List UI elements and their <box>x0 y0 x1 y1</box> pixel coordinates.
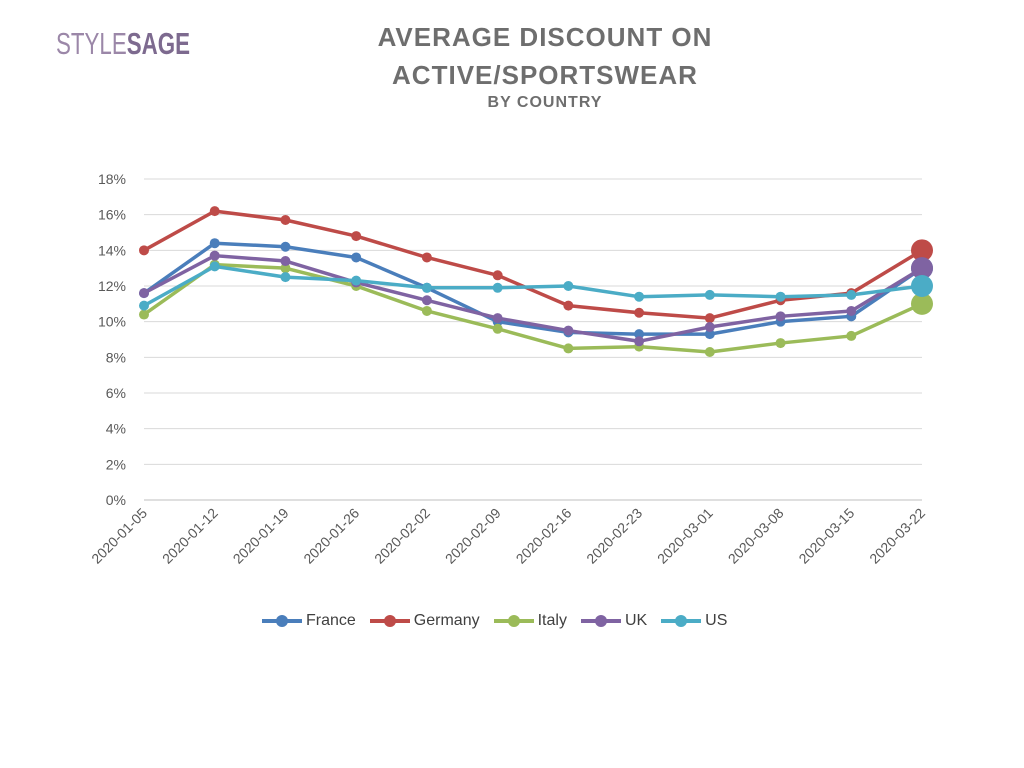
data-point-uk <box>634 336 645 347</box>
data-point-us <box>139 300 149 311</box>
series-line-uk <box>143 253 923 344</box>
legend-swatch <box>262 614 302 628</box>
logo-part-style: STYLE <box>56 26 127 61</box>
y-tick-label: 0% <box>106 492 126 508</box>
data-point-italy <box>846 330 857 341</box>
x-tick-label: 2020-01-05 <box>88 505 150 567</box>
data-point-uk <box>421 295 432 306</box>
data-point-france <box>209 238 220 249</box>
data-point-italy <box>704 346 715 357</box>
x-tick-label: 2020-02-02 <box>371 505 433 567</box>
chart-subtitle: BY COUNTRY <box>487 94 603 111</box>
x-tick-label: 2020-03-01 <box>654 505 716 567</box>
x-tick-label: 2020-03-15 <box>795 505 857 567</box>
legend-swatch <box>369 614 410 628</box>
data-point-france <box>280 241 291 252</box>
data-point-italy <box>139 309 149 320</box>
legend-item-france: France <box>262 612 356 630</box>
y-tick-label: 2% <box>106 456 126 472</box>
series-line-france <box>142 241 923 336</box>
series-line-us <box>143 264 923 308</box>
x-tick-label: 2020-01-26 <box>300 505 362 567</box>
legend-label: US <box>705 612 728 629</box>
data-point-italy <box>280 263 291 274</box>
data-point-italy <box>911 292 933 315</box>
data-point-uk <box>492 313 503 324</box>
chart-title-line2: ACTIVE/SPORTSWEAR <box>392 60 698 90</box>
data-point-france <box>704 329 715 340</box>
data-point-us <box>775 291 786 302</box>
data-point-italy <box>492 323 503 334</box>
x-tick-label: 2020-01-12 <box>159 505 221 567</box>
legend-swatch <box>661 614 702 628</box>
x-tick-label: 2020-02-09 <box>442 505 504 567</box>
data-point-germany <box>563 300 574 311</box>
data-point-uk <box>209 250 220 261</box>
data-point-germany <box>492 270 503 281</box>
data-point-germany <box>634 307 645 318</box>
data-point-germany <box>280 215 291 226</box>
series-line-germany <box>143 209 923 320</box>
legend-label: Italy <box>537 612 567 629</box>
legend-item-germany: Germany <box>369 612 480 630</box>
legend-swatch <box>580 614 621 628</box>
x-tick-label: 2020-02-16 <box>513 505 575 567</box>
x-tick-label: 2020-01-19 <box>230 505 292 567</box>
data-point-germany <box>139 245 149 256</box>
data-point-us <box>846 289 857 300</box>
legend-swatch <box>493 614 534 628</box>
data-point-us <box>492 282 503 293</box>
chart-legend: France Germany Italy UK US <box>262 610 741 632</box>
data-point-us <box>351 275 362 286</box>
data-point-italy <box>563 343 574 354</box>
y-tick-label: 10% <box>98 314 126 330</box>
data-point-us <box>563 281 574 291</box>
data-point-germany <box>704 313 715 324</box>
data-point-france <box>351 252 362 263</box>
data-point-uk <box>846 305 857 316</box>
data-point-italy <box>775 338 786 349</box>
data-point-us <box>421 282 432 293</box>
y-tick-label: 18% <box>98 171 126 187</box>
logo-part-sage: SAGE <box>126 26 190 61</box>
y-tick-label: 14% <box>98 242 126 258</box>
data-point-us <box>704 289 715 300</box>
data-point-us <box>634 291 645 302</box>
data-point-uk <box>139 288 149 299</box>
legend-item-us: US <box>661 612 727 630</box>
data-point-us <box>209 261 220 272</box>
data-point-italy <box>421 305 432 316</box>
legend-label: France <box>306 612 356 629</box>
data-point-us <box>280 272 291 283</box>
y-tick-label: 12% <box>98 278 126 294</box>
x-tick-label: 2020-03-08 <box>725 505 787 567</box>
stylesage-logo: STYLESAGE <box>56 26 190 62</box>
data-point-germany <box>209 206 220 217</box>
data-point-germany <box>351 231 362 242</box>
chart-title-line1: AVERAGE DISCOUNT ON <box>377 22 713 52</box>
chart-title: AVERAGE DISCOUNT ON ACTIVE/SPORTSWEAR <box>290 18 800 94</box>
series-line-italy <box>142 262 923 354</box>
x-tick-label: 2020-03-22 <box>866 505 928 567</box>
legend-item-uk: UK <box>580 612 648 630</box>
data-point-germany <box>421 252 432 263</box>
data-point-uk <box>563 325 574 336</box>
data-point-uk <box>704 322 715 333</box>
legend-label: UK <box>624 612 648 629</box>
data-point-uk <box>280 256 291 267</box>
legend-item-italy: Italy <box>493 612 567 630</box>
y-tick-label: 4% <box>106 421 126 437</box>
data-point-germany <box>911 239 933 262</box>
data-point-us <box>911 275 933 297</box>
data-point-france <box>634 329 645 340</box>
y-tick-label: 6% <box>106 385 126 401</box>
y-tick-label: 16% <box>98 207 126 223</box>
x-tick-label: 2020-02-23 <box>583 505 645 567</box>
data-point-uk <box>911 257 933 280</box>
data-point-uk <box>775 311 786 322</box>
legend-label: Germany <box>413 612 480 629</box>
y-tick-label: 8% <box>106 349 126 365</box>
